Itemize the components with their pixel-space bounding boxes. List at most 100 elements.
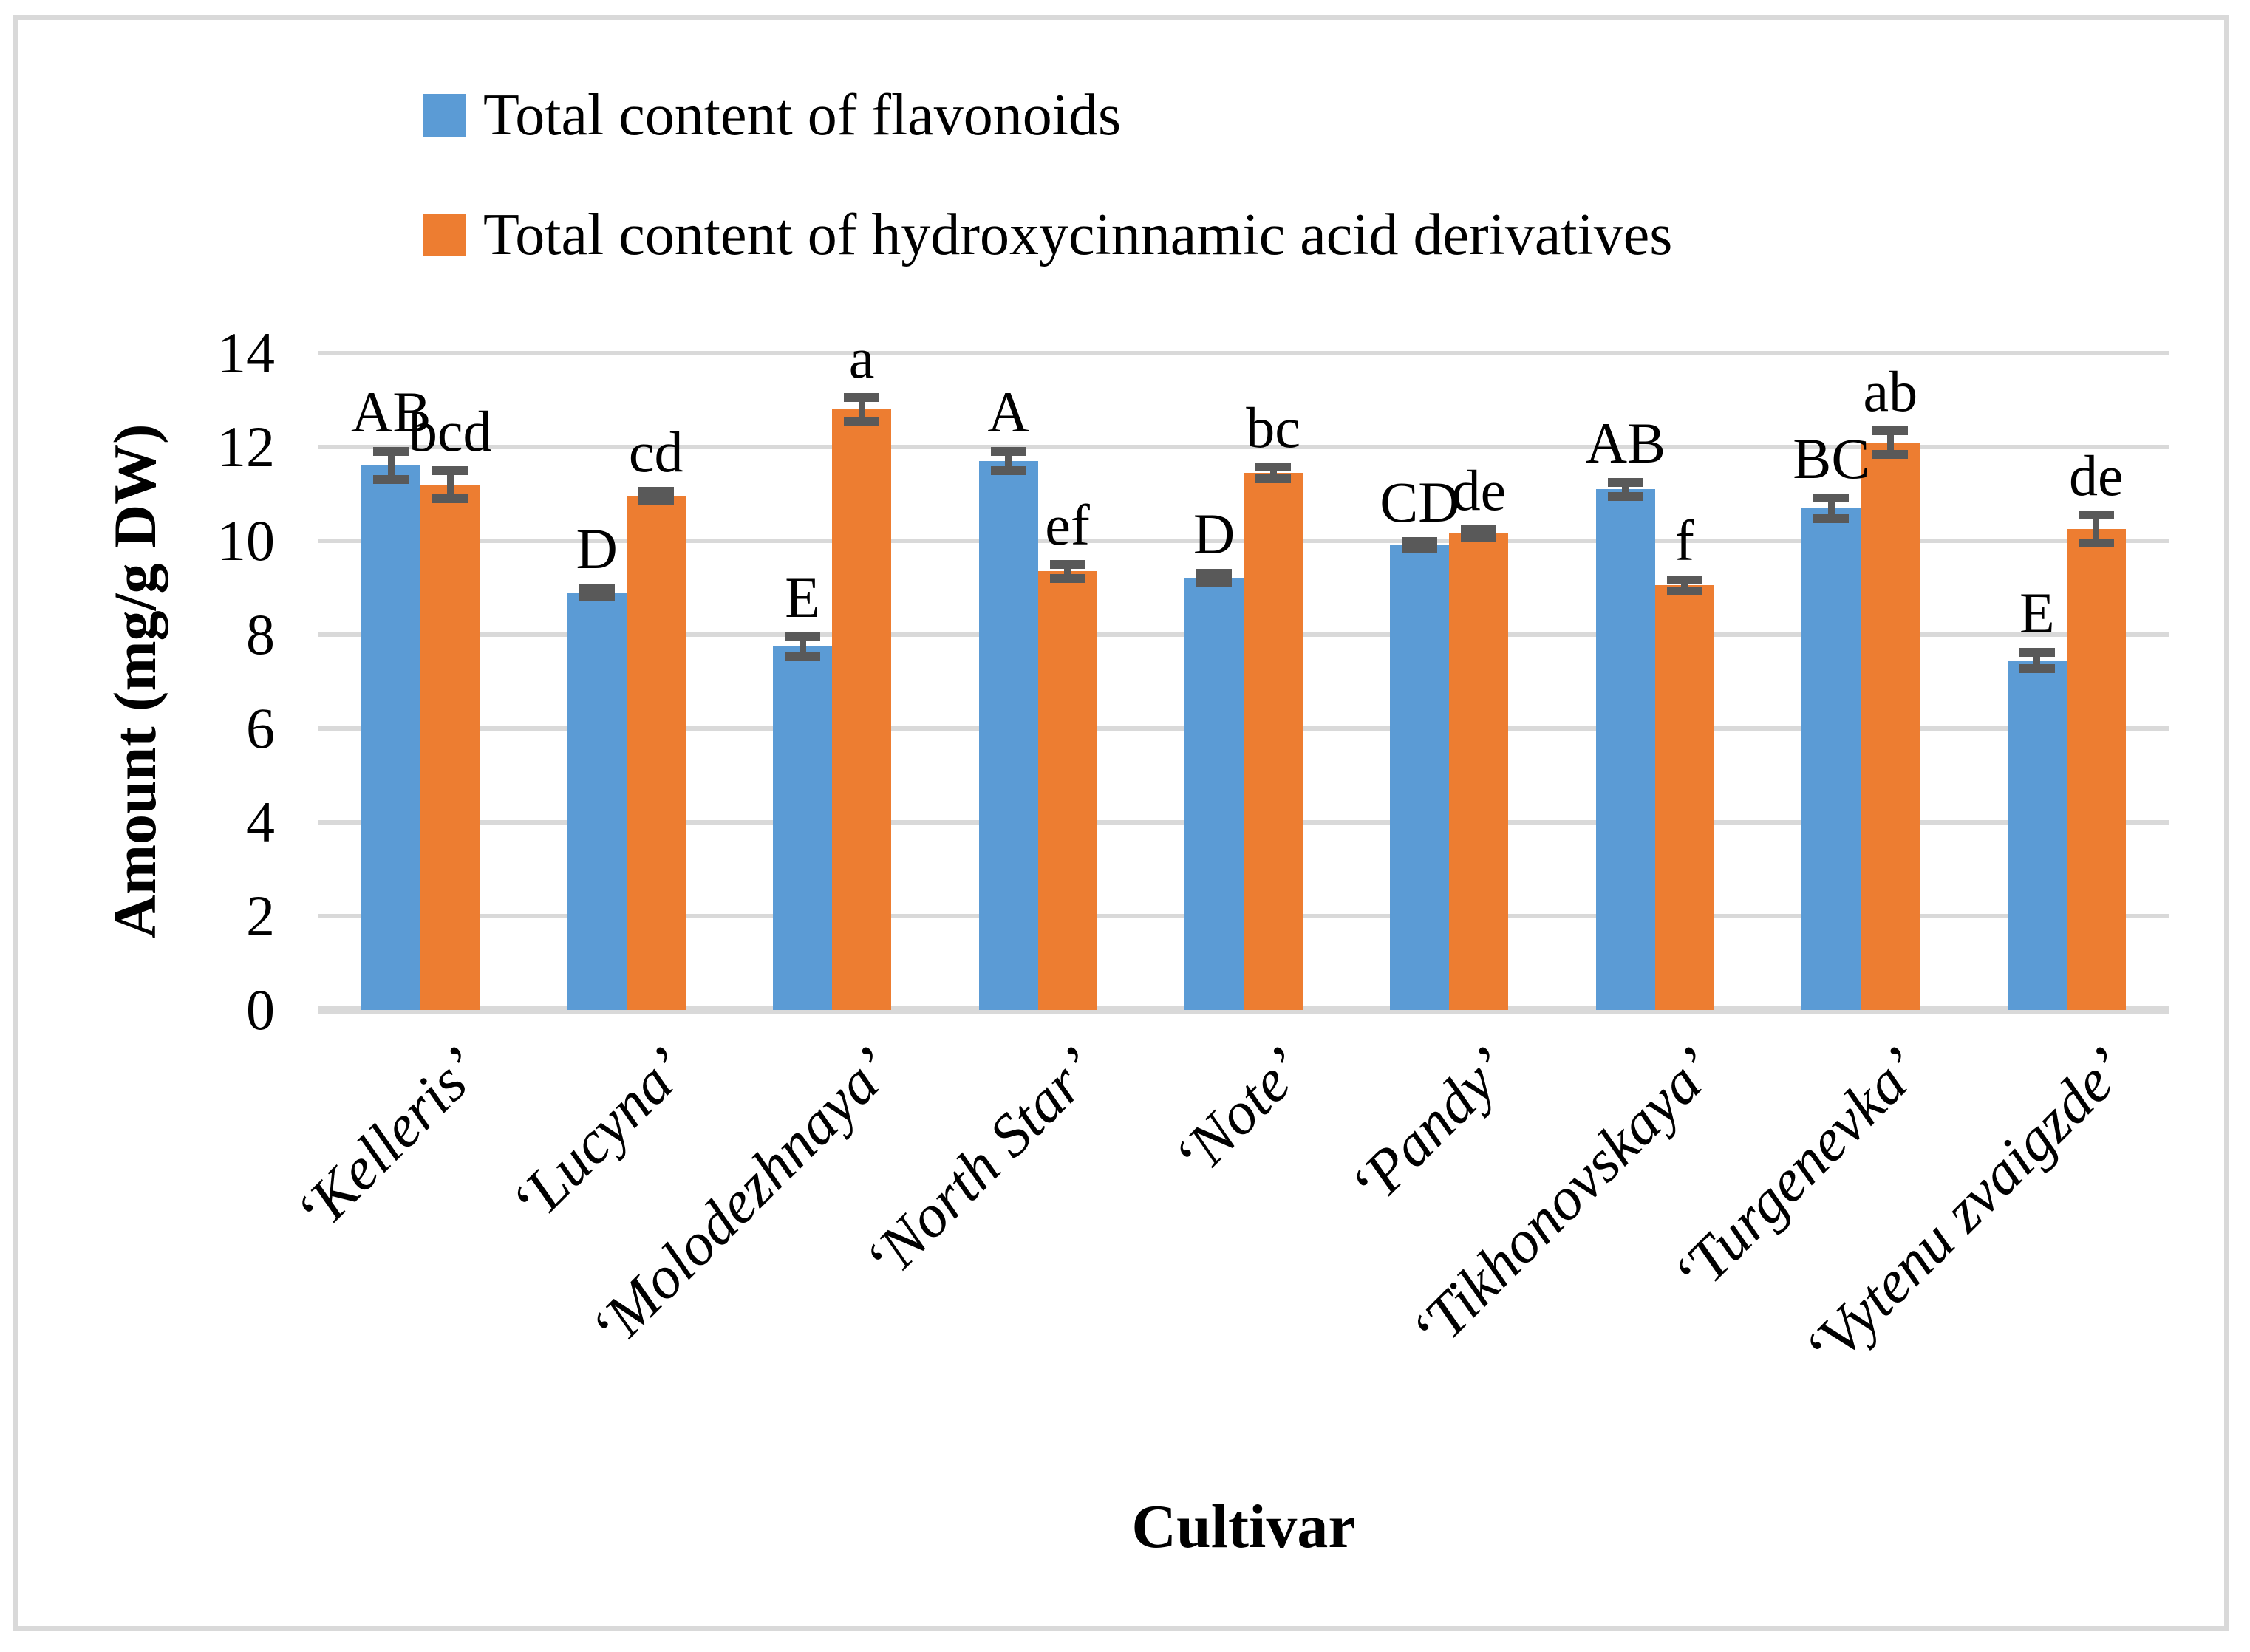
bar-derivatives-vytenu-zvaigzde <box>2066 529 2126 1010</box>
y-tick-label-2: 2 <box>246 884 275 948</box>
error-bar-cap-top-note-s1 <box>1255 463 1291 472</box>
y-axis-title: Amount (mg/g DW) <box>101 423 168 939</box>
sig-letter-pandy-s0: CD <box>1380 470 1460 535</box>
legend-swatch-flavonoids <box>423 94 466 137</box>
error-bar-cap-top-lucyna-s0 <box>579 583 615 593</box>
error-bar-cap-top-note-s0 <box>1196 569 1232 578</box>
bar-flavonoids-vytenu-zvaigzde <box>2007 660 2067 1010</box>
gridline-14 <box>318 351 2169 355</box>
sig-letter-vytenu-zvaigzde-s1: de <box>2068 443 2124 508</box>
error-bar-stem-vytenu-zvaigzde-s1 <box>2093 515 2100 544</box>
sig-letter-north-star-s0: A <box>987 380 1029 445</box>
sig-letter-turgenevka-s0: BC <box>1793 426 1870 491</box>
y-tick-label-12: 12 <box>217 414 275 479</box>
sig-letter-molodezhnaya-s1: a <box>848 326 875 391</box>
error-bar-stem-note-s0 <box>1210 573 1218 584</box>
error-bar-cap-bottom-turgenevka-s0 <box>1813 513 1850 523</box>
error-bar-cap-bottom-molodezhnaya-s0 <box>785 651 821 661</box>
bar-derivatives-molodezhnaya <box>832 409 892 1010</box>
error-bar-cap-top-north-star-s0 <box>990 447 1026 457</box>
bar-flavonoids-note <box>1184 578 1244 1010</box>
error-bar-cap-top-tikhonovskaya-s1 <box>1666 575 1702 584</box>
error-bar-cap-bottom-pandy-s1 <box>1461 533 1497 542</box>
error-bar-stem-lucyna-s1 <box>652 491 660 501</box>
bar-derivatives-turgenevka <box>1861 442 1920 1010</box>
sig-letter-turgenevka-s1: ab <box>1863 358 1918 423</box>
y-tick-label-4: 4 <box>246 790 275 854</box>
error-bar-cap-top-pandy-s1 <box>1461 525 1497 535</box>
sig-letter-molodezhnaya-s0: E <box>785 565 820 630</box>
error-bar-cap-top-vytenu-zvaigzde-s0 <box>2019 648 2055 658</box>
error-bar-stem-note-s1 <box>1269 467 1277 479</box>
error-bar-stem-lucyna-s0 <box>593 587 601 598</box>
error-bar-stem-vytenu-zvaigzde-s0 <box>2033 652 2041 669</box>
error-bar-cap-top-lucyna-s1 <box>638 487 674 496</box>
error-bar-cap-bottom-lucyna-s0 <box>579 593 615 602</box>
error-bar-stem-tikhonovskaya-s0 <box>1622 482 1629 496</box>
error-bar-stem-kelleris-s0 <box>387 451 395 480</box>
y-tick-label-14: 14 <box>217 321 275 385</box>
legend-swatch-hydroxycinnamic <box>423 214 466 256</box>
legend-label-flavonoids: Total content of flavonoids <box>483 83 1122 148</box>
bar-flavonoids-molodezhnaya <box>773 646 833 1010</box>
sig-letter-note-s0: D <box>1193 502 1235 567</box>
sig-letter-tikhonovskaya-s0: AB <box>1585 410 1666 475</box>
x-tick-label-lucyna: ‘Lucyna’ <box>497 1034 700 1238</box>
bar-flavonoids-lucyna <box>567 592 627 1010</box>
error-bar-cap-bottom-lucyna-s1 <box>638 496 674 506</box>
x-tick-label-note: ‘Note’ <box>1159 1034 1317 1192</box>
error-bar-cap-top-tikhonovskaya-s0 <box>1607 477 1643 487</box>
bar-flavonoids-north-star <box>978 461 1038 1010</box>
bar-flavonoids-turgenevka <box>1801 508 1861 1010</box>
error-bar-cap-bottom-kelleris-s0 <box>373 475 409 485</box>
error-bar-stem-molodezhnaya-s1 <box>858 397 865 422</box>
error-bar-cap-top-kelleris-s1 <box>432 465 468 475</box>
bar-flavonoids-kelleris <box>361 465 421 1010</box>
error-bar-cap-top-molodezhnaya-s1 <box>844 393 880 403</box>
error-bar-cap-bottom-molodezhnaya-s1 <box>844 417 880 426</box>
x-axis-title: Cultivar <box>1131 1492 1356 1561</box>
gridline-12 <box>318 445 2169 449</box>
error-bar-cap-top-turgenevka-s0 <box>1813 493 1850 502</box>
y-tick-label-6: 6 <box>246 696 275 760</box>
x-tick-label-pandy: ‘Pandy’ <box>1337 1034 1523 1221</box>
error-bar-stem-turgenevka-s0 <box>1827 497 1835 519</box>
error-bar-stem-tikhonovskaya-s1 <box>1681 579 1688 591</box>
error-bar-stem-north-star-s1 <box>1064 564 1071 578</box>
bar-derivatives-kelleris <box>420 484 480 1010</box>
sig-letter-lucyna-s0: D <box>576 516 618 581</box>
error-bar-cap-bottom-kelleris-s1 <box>432 494 468 503</box>
error-bar-cap-top-turgenevka-s1 <box>1872 426 1909 435</box>
error-bar-cap-bottom-tikhonovskaya-s1 <box>1666 586 1702 595</box>
error-bar-cap-bottom-north-star-s0 <box>990 465 1026 475</box>
bar-derivatives-tikhonovskaya <box>1654 585 1714 1010</box>
error-bar-cap-top-kelleris-s0 <box>373 447 409 457</box>
y-tick-label-0: 0 <box>246 977 275 1042</box>
error-bar-cap-bottom-turgenevka-s1 <box>1872 449 1909 459</box>
error-bar-cap-top-vytenu-zvaigzde-s1 <box>2078 511 2114 520</box>
legend-label-hydroxycinnamic: Total content of hydroxycinnamic acid de… <box>483 202 1673 267</box>
sig-letter-vytenu-zvaigzde-s0: E <box>2019 581 2055 646</box>
sig-letter-lucyna-s1: cd <box>628 420 683 485</box>
error-bar-cap-bottom-vytenu-zvaigzde-s1 <box>2078 539 2114 548</box>
bar-flavonoids-pandy <box>1390 545 1450 1010</box>
sig-letter-kelleris-s1: bcd <box>408 398 492 463</box>
sig-letter-tikhonovskaya-s1: f <box>1674 508 1694 573</box>
error-bar-stem-north-star-s0 <box>1005 451 1012 471</box>
error-bar-cap-bottom-tikhonovskaya-s0 <box>1607 491 1643 501</box>
bar-flavonoids-tikhonovskaya <box>1595 489 1655 1010</box>
error-bar-cap-bottom-vytenu-zvaigzde-s0 <box>2019 663 2055 673</box>
error-bar-cap-top-north-star-s1 <box>1049 559 1085 569</box>
error-bar-cap-bottom-note-s0 <box>1196 578 1232 588</box>
bar-derivatives-north-star <box>1037 571 1097 1010</box>
y-tick-label-8: 8 <box>246 602 275 666</box>
x-tick-label-kelleris: ‘Kelleris’ <box>282 1034 494 1247</box>
error-bar-cap-bottom-north-star-s1 <box>1049 573 1085 583</box>
gridline-0 <box>318 1006 2169 1014</box>
error-bar-stem-kelleris-s1 <box>446 470 454 499</box>
sig-letter-north-star-s1: ef <box>1045 492 1090 557</box>
error-bar-stem-turgenevka-s1 <box>1886 430 1894 454</box>
sig-letter-pandy-s1: de <box>1451 458 1507 523</box>
legend-item-flavonoids: Total content of flavonoids <box>423 74 1121 157</box>
